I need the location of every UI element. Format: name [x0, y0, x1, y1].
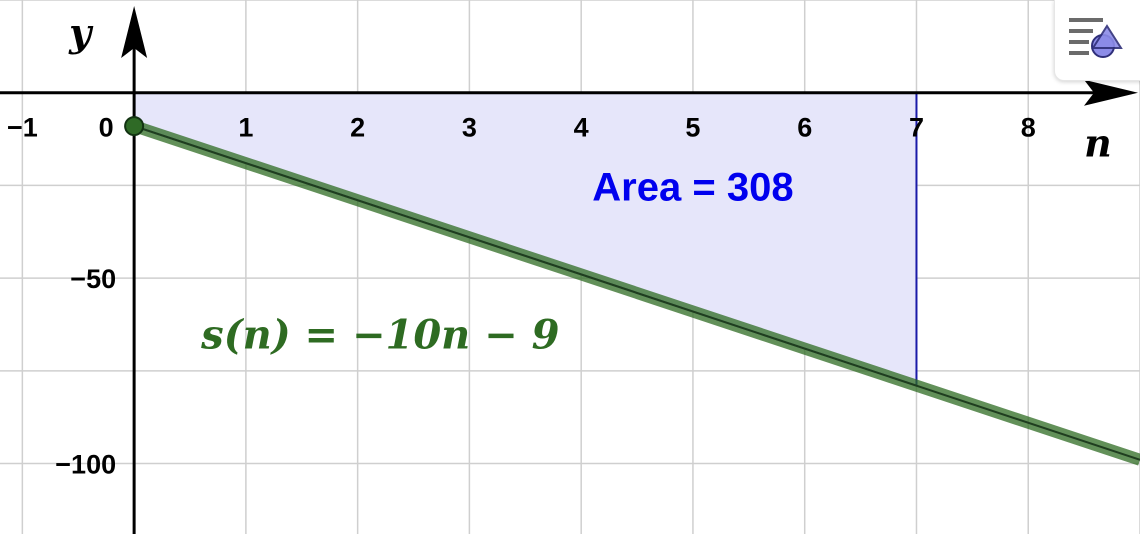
axes: [0, 6, 1138, 534]
series-line[interactable]: [133, 125, 1140, 461]
x-tick-label: 5: [685, 113, 700, 143]
x-tick-label: 6: [797, 113, 812, 143]
graphics-style-button[interactable]: [1054, 0, 1140, 81]
x-axis-arrow-icon: [1084, 79, 1138, 106]
area-annotation: Area = 308: [592, 165, 793, 209]
x-tick-label: 8: [1021, 113, 1036, 143]
graphics-style-icon: [1069, 18, 1123, 58]
x-tick-label: 3: [462, 113, 477, 143]
x-tick-label: 2: [350, 113, 365, 143]
x-axis-label: n: [1084, 121, 1112, 166]
series-start-point[interactable]: [124, 116, 145, 137]
tick-labels: −1 0 1 2 3 4 5 6 7 8 −50 −100: [7, 113, 1036, 480]
x-tick-label: −1: [7, 113, 38, 143]
x-tick-label: 1: [238, 113, 253, 143]
y-tick-label: −100: [55, 450, 116, 480]
function-label[interactable]: s(n) = −10n − 9: [200, 312, 559, 359]
x-tick-label: 7: [909, 113, 924, 143]
series-layer: [124, 116, 1140, 466]
y-axis-label: y: [68, 10, 94, 55]
x-tick-label: 4: [574, 113, 589, 143]
y-tick-label: −50: [70, 264, 116, 294]
x-tick-label: 0: [99, 113, 114, 143]
y-axis-arrow-icon: [121, 6, 148, 58]
